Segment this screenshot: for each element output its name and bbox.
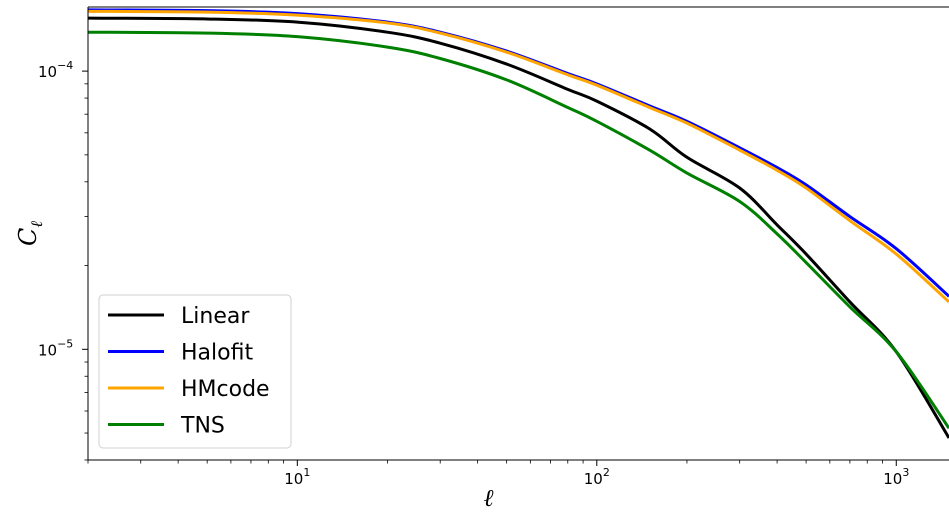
x-tick-label: 101 (284, 466, 310, 488)
series-lines (88, 8, 949, 439)
series-line-hmcode (88, 9, 949, 304)
series-line-halofit (88, 8, 949, 298)
y-tick-label-exponent: −4 (57, 59, 73, 72)
y-axis-label-subscript: ℓ (27, 221, 46, 228)
series-line-linear (88, 16, 949, 439)
y-tick-label-exponent: −5 (57, 337, 73, 350)
x-tick-label-base: 10 (284, 470, 303, 488)
legend-box (98, 294, 292, 449)
y-tick-label-base: 10 (38, 341, 57, 359)
x-tick-label: 103 (883, 466, 909, 488)
x-tick-label-base: 10 (584, 470, 603, 488)
legend-label-halofit: Halofit (181, 341, 253, 366)
y-tick-label: 10−5 (38, 337, 73, 359)
y-tick-label: 10−4 (38, 59, 73, 81)
legend: Linear Halofit HMcode TNS (98, 294, 292, 449)
legend-label-tns: TNS (180, 414, 225, 439)
y-axis-label: Cℓ (14, 221, 46, 246)
legend-label-linear: Linear (181, 304, 250, 329)
x-tick-label-base: 10 (883, 470, 902, 488)
plot-frame (87, 6, 949, 461)
x-tick-label-exponent: 3 (902, 466, 909, 479)
y-axis-label-main: C (14, 228, 42, 246)
x-axis-label: ℓ (484, 484, 494, 512)
y-tick-label-base: 10 (38, 63, 57, 81)
x-tick-label-exponent: 1 (303, 466, 310, 479)
series-line-tns (88, 30, 949, 430)
legend-label-hmcode: HMcode (181, 377, 270, 402)
x-tick-label: 102 (584, 466, 610, 488)
x-tick-label-exponent: 2 (603, 466, 610, 479)
